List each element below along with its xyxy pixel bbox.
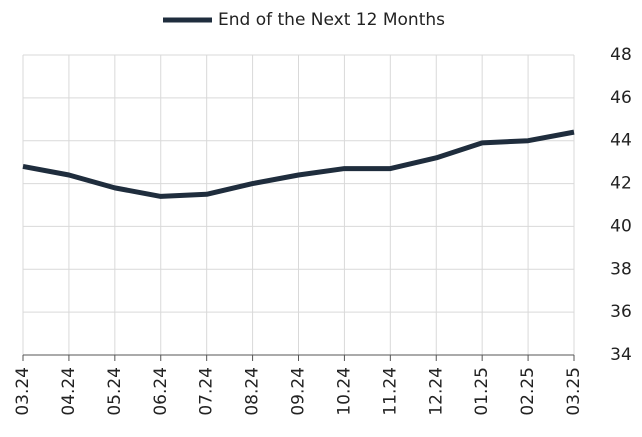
y-tick-label: 36 bbox=[610, 302, 632, 322]
x-tick-label: 03.24 bbox=[13, 367, 33, 416]
y-tick-label: 44 bbox=[610, 131, 632, 151]
x-tick-label: 11.24 bbox=[380, 367, 400, 416]
x-tick-label: 09.24 bbox=[289, 367, 309, 416]
x-tick-label: 03.25 bbox=[564, 367, 584, 416]
line bbox=[22, 129, 575, 199]
y-tick-label: 40 bbox=[610, 216, 632, 236]
x-tick-label: 08.24 bbox=[243, 367, 263, 416]
x-tick-label: 06.24 bbox=[151, 367, 171, 416]
legend-label: End of the Next 12 Months bbox=[218, 10, 445, 30]
x-tick-label: 07.24 bbox=[197, 367, 217, 416]
x-tick-label: 04.24 bbox=[59, 367, 79, 416]
x-tick-label: 02.25 bbox=[518, 367, 538, 416]
y-tick-label: 38 bbox=[610, 259, 632, 279]
y-tick-label: 42 bbox=[610, 174, 632, 194]
x-tick-label: 05.24 bbox=[105, 367, 125, 416]
y-tick-label: 34 bbox=[610, 345, 632, 365]
y-tick-label: 46 bbox=[610, 88, 632, 108]
y-tick-label: 48 bbox=[610, 45, 632, 65]
x-tick-label: 12.24 bbox=[426, 367, 446, 416]
x-tick-label: 01.25 bbox=[472, 367, 492, 416]
x-tick-label: 10.24 bbox=[334, 367, 354, 416]
